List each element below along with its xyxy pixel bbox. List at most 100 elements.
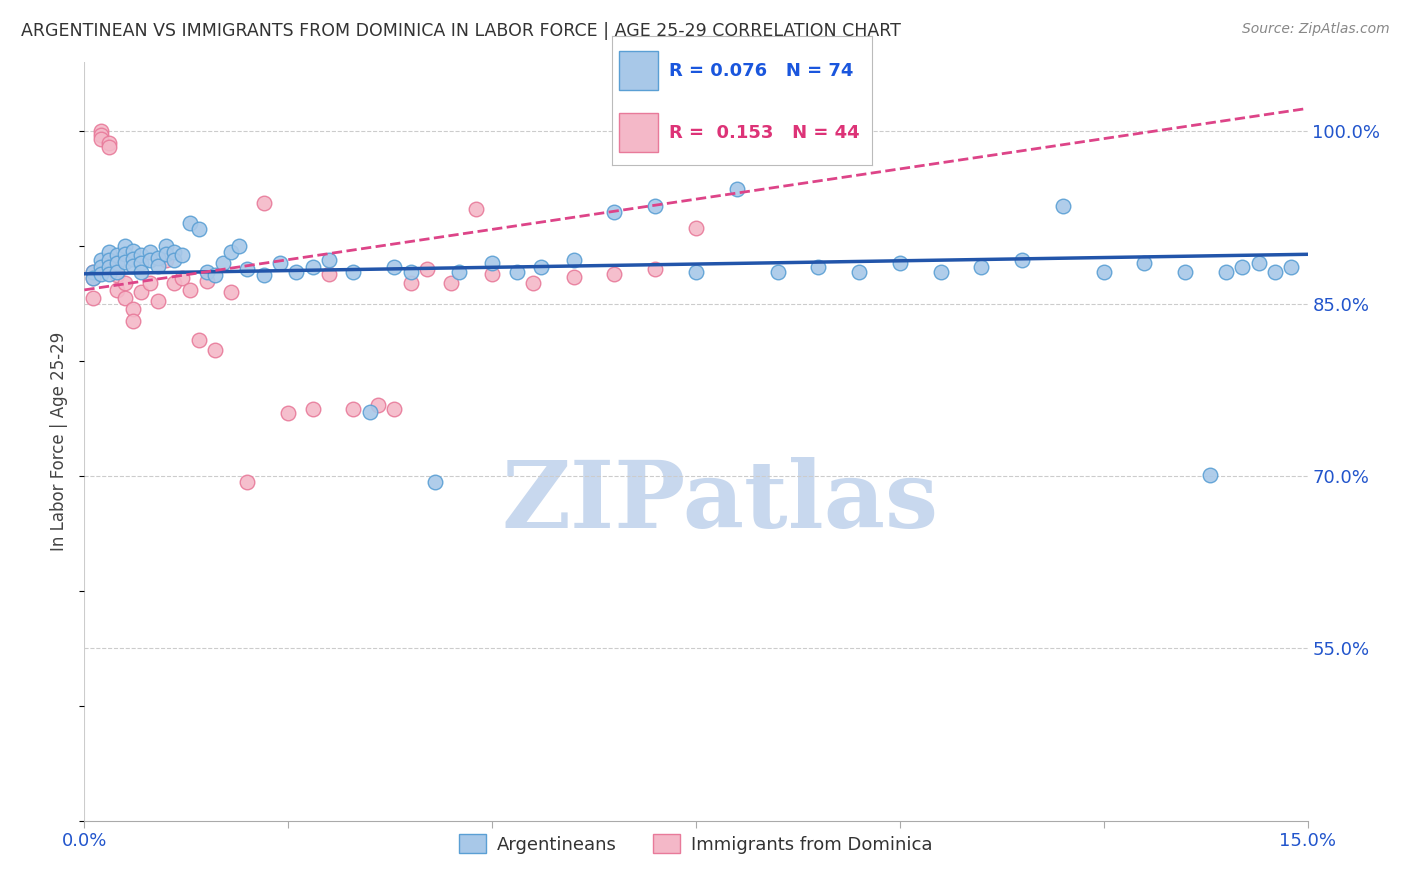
Point [301, 260, 323, 274]
Point [253, 268, 276, 282]
Point [146, 294, 169, 309]
Point [807, 260, 830, 274]
Point [114, 276, 136, 290]
Point [97, 253, 120, 268]
Point [562, 253, 585, 268]
Point [90, 267, 112, 281]
Point [342, 402, 364, 417]
Point [1264, 264, 1286, 278]
Point [97, 244, 120, 259]
Point [179, 283, 201, 297]
Point [382, 402, 405, 417]
Point [367, 398, 389, 412]
Point [236, 475, 259, 489]
Point [138, 276, 160, 290]
Point [122, 244, 145, 258]
Point [318, 253, 340, 268]
Point [97, 140, 120, 154]
Point [114, 239, 136, 253]
Point [97, 136, 120, 150]
Point [172, 248, 194, 262]
Point [187, 222, 209, 236]
Bar [620, 51, 658, 90]
Point [90, 260, 112, 274]
Point [155, 239, 177, 253]
Point [522, 276, 544, 290]
Point [97, 260, 120, 274]
Point [179, 216, 201, 230]
Point [146, 259, 169, 273]
Point [301, 402, 323, 417]
Point [155, 253, 177, 268]
Point [122, 314, 145, 328]
Point [122, 302, 145, 317]
Point [382, 260, 405, 274]
Point [685, 220, 707, 235]
Point [644, 199, 666, 213]
Point [204, 268, 226, 282]
Point [131, 285, 153, 300]
Point [464, 202, 486, 217]
Point [269, 256, 291, 270]
Point [155, 247, 177, 261]
Point [122, 252, 145, 266]
Point [131, 256, 153, 270]
Y-axis label: In Labor Force | Age 25-29: In Labor Force | Age 25-29 [51, 332, 69, 551]
Point [195, 274, 218, 288]
Point [212, 256, 235, 270]
Point [342, 264, 364, 278]
Point [423, 475, 446, 489]
Text: Source: ZipAtlas.com: Source: ZipAtlas.com [1241, 22, 1389, 37]
Point [97, 260, 120, 274]
Point [725, 182, 748, 196]
Point [285, 264, 308, 278]
Point [172, 271, 194, 285]
Point [1215, 264, 1237, 278]
Point [82, 271, 104, 285]
Point [219, 244, 242, 259]
Point [929, 264, 952, 278]
Point [82, 264, 104, 278]
Point [253, 195, 276, 210]
Point [1011, 253, 1033, 268]
Point [138, 244, 160, 259]
Point [90, 253, 112, 268]
Point [277, 406, 299, 420]
Point [90, 128, 112, 142]
Point [105, 256, 128, 270]
Point [766, 264, 789, 278]
Point [163, 253, 186, 268]
Point [204, 343, 226, 357]
Point [105, 264, 128, 278]
Point [1198, 467, 1220, 482]
Point [131, 248, 153, 262]
Point [219, 285, 242, 300]
Point [603, 267, 626, 281]
Point [138, 253, 160, 268]
Point [1174, 264, 1197, 278]
Point [399, 276, 422, 290]
Point [416, 262, 439, 277]
Point [97, 267, 120, 281]
Point [105, 268, 128, 282]
Point [114, 255, 136, 269]
Point [359, 405, 381, 419]
Point [236, 262, 259, 277]
Text: ZIPatlas: ZIPatlas [502, 458, 939, 547]
Point [481, 267, 503, 281]
Point [848, 264, 870, 278]
Point [603, 204, 626, 219]
Point [1052, 199, 1074, 213]
Point [685, 264, 707, 278]
Point [1133, 256, 1156, 270]
Point [644, 262, 666, 277]
Point [82, 291, 104, 305]
Point [105, 248, 128, 262]
Point [82, 264, 104, 278]
Point [187, 334, 209, 348]
Text: R =  0.153   N = 44: R = 0.153 N = 44 [669, 124, 859, 142]
Point [1279, 260, 1302, 274]
Point [163, 244, 186, 259]
Text: R = 0.076   N = 74: R = 0.076 N = 74 [669, 62, 853, 79]
Text: ARGENTINEAN VS IMMIGRANTS FROM DOMINICA IN LABOR FORCE | AGE 25-29 CORRELATION C: ARGENTINEAN VS IMMIGRANTS FROM DOMINICA … [21, 22, 901, 40]
